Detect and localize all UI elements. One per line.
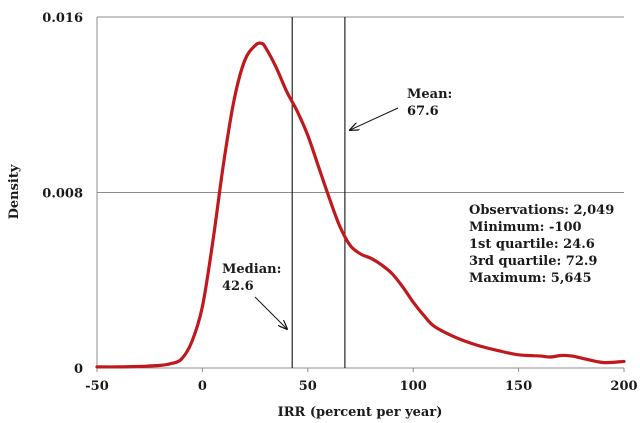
stat-minimum: Minimum: -100 — [469, 220, 582, 235]
y-axis-title: Density — [7, 164, 22, 219]
x-tick-label-0: -50 — [85, 379, 109, 394]
density-curve-0 — [95, 41, 626, 369]
y-tick-label-0: 0 — [74, 362, 83, 377]
stat-maximum: Maximum: 5,645 — [469, 271, 592, 286]
reference-lines — [291, 17, 346, 368]
x-tick-label-1: 0 — [198, 379, 207, 394]
median-value: 42.6 — [222, 279, 254, 294]
stat-observations: Observations: 2,049 — [469, 203, 614, 218]
x-axis-title: IRR (percent per year) — [278, 405, 443, 420]
mean-arrow — [350, 107, 399, 130]
median-label: Median: — [222, 262, 281, 277]
statistics-box: Observations: 2,049 Minimum: -100 1st qu… — [469, 203, 614, 286]
axes — [96, 17, 624, 369]
gridlines — [97, 16, 624, 369]
x-tick-label-4: 150 — [505, 379, 532, 394]
median-arrow — [254, 296, 287, 329]
y-tick-labels: 0 0.008 0.016 — [42, 11, 83, 377]
y-tick-label-1: 0.008 — [42, 187, 83, 202]
x-tick-label-3: 100 — [400, 379, 427, 394]
x-tick-labels: -50 0 50 100 150 200 — [85, 368, 638, 394]
mean-value: 67.6 — [407, 104, 439, 119]
series-layer — [95, 41, 626, 369]
stat-third-quartile: 3rd quartile: 72.9 — [469, 254, 597, 269]
y-tick-label-2: 0.016 — [42, 11, 83, 26]
mean-label: Mean: — [407, 87, 452, 102]
x-tick-label-2: 50 — [299, 379, 317, 394]
stat-first-quartile: 1st quartile: 24.6 — [469, 237, 595, 252]
x-tick-label-5: 200 — [610, 379, 637, 394]
